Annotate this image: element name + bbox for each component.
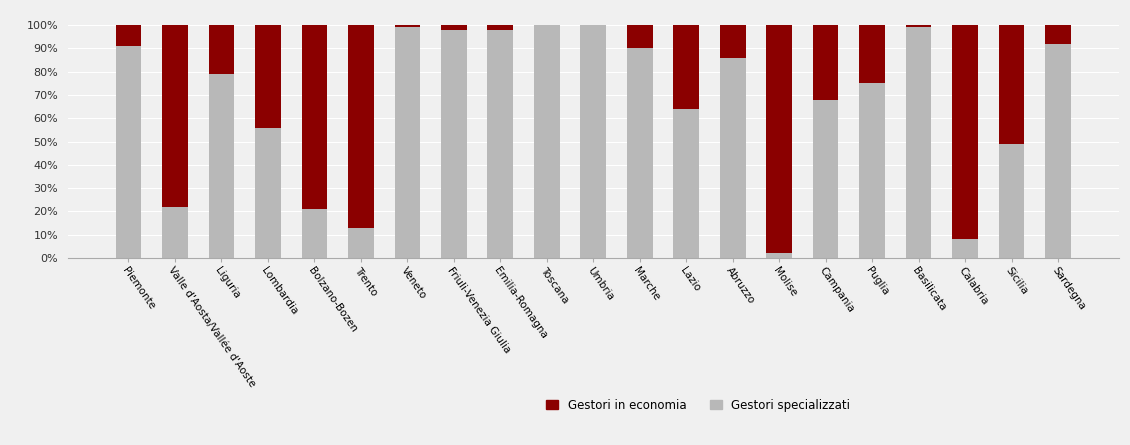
Bar — [720, 58, 746, 258]
Bar — [441, 30, 467, 258]
Bar — [812, 25, 838, 100]
Bar — [115, 25, 141, 46]
Bar — [534, 25, 559, 258]
Bar — [999, 144, 1025, 258]
Bar — [673, 25, 699, 109]
Bar — [720, 25, 746, 58]
Bar — [209, 25, 234, 74]
Bar — [209, 74, 234, 258]
Bar — [953, 25, 977, 239]
Bar — [906, 25, 931, 27]
Bar — [581, 25, 606, 258]
Bar — [255, 128, 280, 258]
Bar — [162, 25, 188, 207]
Bar — [255, 25, 280, 128]
Bar — [673, 109, 699, 258]
Bar — [348, 25, 374, 228]
Legend: Gestori in economia, Gestori specializzati: Gestori in economia, Gestori specializza… — [547, 399, 850, 412]
Bar — [766, 254, 792, 258]
Bar — [348, 228, 374, 258]
Bar — [860, 25, 885, 83]
Bar — [302, 25, 327, 209]
Bar — [302, 209, 327, 258]
Bar — [162, 207, 188, 258]
Bar — [1045, 25, 1071, 44]
Bar — [953, 239, 977, 258]
Bar — [627, 49, 652, 258]
Bar — [812, 100, 838, 258]
Bar — [627, 25, 652, 49]
Bar — [766, 25, 792, 254]
Bar — [115, 46, 141, 258]
Bar — [487, 25, 513, 30]
Bar — [394, 27, 420, 258]
Bar — [1045, 44, 1071, 258]
Bar — [860, 83, 885, 258]
Bar — [441, 25, 467, 30]
Bar — [906, 27, 931, 258]
Bar — [999, 25, 1025, 144]
Bar — [487, 30, 513, 258]
Bar — [394, 25, 420, 27]
